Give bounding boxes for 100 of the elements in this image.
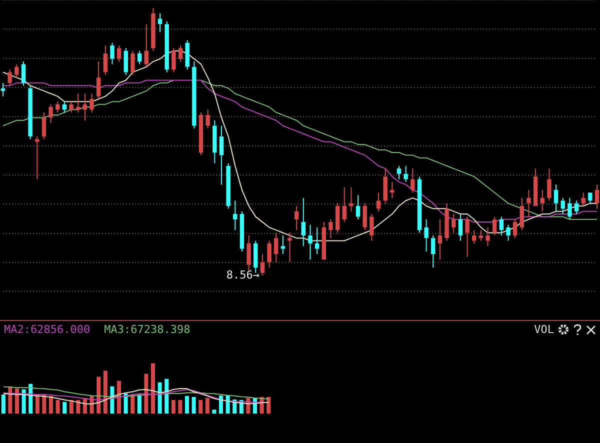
candlestick bbox=[192, 61, 196, 129]
text: MA3:67238.398 bbox=[104, 323, 190, 336]
candlestick bbox=[512, 218, 518, 239]
candlestick bbox=[383, 168, 388, 204]
bar bbox=[76, 400, 80, 414]
bar bbox=[192, 396, 196, 414]
bar bbox=[185, 396, 189, 414]
candlestick bbox=[328, 218, 333, 239]
candlestick bbox=[499, 216, 504, 236]
bar bbox=[178, 400, 182, 414]
candlestick bbox=[137, 50, 142, 65]
annotation: 8.56→ bbox=[226, 268, 260, 282]
candlestick bbox=[233, 200, 238, 231]
bar bbox=[164, 378, 169, 414]
candlestick bbox=[547, 168, 552, 202]
candlestick bbox=[417, 176, 422, 234]
bar bbox=[69, 400, 74, 414]
candlestick bbox=[444, 202, 449, 242]
bar bbox=[1, 394, 6, 414]
bar bbox=[171, 400, 176, 414]
candlestick bbox=[472, 230, 476, 244]
bar bbox=[151, 363, 155, 414]
candlestick bbox=[410, 168, 415, 194]
candlestick bbox=[588, 192, 592, 204]
bar bbox=[49, 396, 53, 414]
candlestick bbox=[540, 189, 544, 212]
bar bbox=[62, 402, 67, 414]
candlestick bbox=[526, 189, 531, 218]
bar bbox=[103, 370, 108, 414]
candlestick bbox=[560, 197, 565, 215]
bar bbox=[8, 386, 12, 414]
candlestick bbox=[8, 69, 12, 86]
candlestick bbox=[206, 109, 210, 129]
candlestick bbox=[301, 197, 306, 247]
candlestick bbox=[431, 234, 436, 268]
bar bbox=[137, 394, 142, 414]
candlestick bbox=[21, 61, 26, 86]
candlestick bbox=[240, 210, 244, 252]
candlestick bbox=[274, 232, 278, 263]
candlestick bbox=[396, 165, 402, 180]
bar bbox=[96, 376, 101, 414]
bar bbox=[42, 394, 46, 414]
candlestick bbox=[568, 197, 572, 220]
bar bbox=[28, 384, 33, 414]
bar bbox=[158, 382, 162, 414]
candlestick bbox=[390, 181, 394, 198]
candlestick bbox=[438, 218, 442, 260]
candlestick bbox=[124, 48, 128, 76]
candlestick bbox=[69, 101, 74, 113]
candlestick bbox=[574, 200, 579, 215]
candlestick bbox=[322, 222, 326, 260]
candlestick bbox=[335, 202, 340, 234]
candlestick bbox=[130, 50, 135, 76]
candlestick bbox=[404, 165, 408, 182]
bar bbox=[22, 389, 26, 414]
text: MA2:62856.000 bbox=[4, 323, 90, 336]
bar bbox=[226, 395, 230, 414]
bar bbox=[35, 394, 40, 414]
candlestick bbox=[246, 234, 251, 271]
candlestick bbox=[185, 40, 190, 70]
candlestick bbox=[342, 186, 346, 223]
candlestick bbox=[554, 184, 558, 212]
candlestick bbox=[288, 232, 292, 263]
candlestick bbox=[308, 224, 312, 260]
candlestick bbox=[226, 162, 230, 210]
candlestick bbox=[280, 234, 286, 255]
candlestick bbox=[14, 64, 19, 78]
bar bbox=[198, 400, 203, 414]
candlestick bbox=[267, 240, 272, 268]
candlestick bbox=[219, 125, 224, 186]
bar bbox=[219, 395, 223, 414]
bar bbox=[117, 380, 121, 414]
bar bbox=[130, 394, 135, 414]
bar bbox=[266, 396, 271, 414]
bar bbox=[212, 410, 216, 414]
candlestick bbox=[349, 186, 354, 212]
candlestick bbox=[294, 205, 299, 231]
candlestick bbox=[90, 93, 94, 113]
candlestick bbox=[144, 24, 148, 68]
candlestick bbox=[48, 104, 53, 124]
candlestick bbox=[492, 216, 497, 236]
candlestick bbox=[35, 136, 40, 180]
candlestick bbox=[533, 168, 538, 206]
candlestick bbox=[520, 197, 524, 231]
bar bbox=[124, 393, 128, 414]
candlestick bbox=[212, 120, 217, 164]
candlestick bbox=[370, 214, 374, 242]
bar bbox=[15, 388, 19, 414]
candlestick bbox=[110, 42, 114, 65]
text: VOL bbox=[534, 323, 554, 336]
candlestick bbox=[506, 224, 510, 242]
candlestick bbox=[314, 226, 320, 255]
candlestick bbox=[103, 44, 108, 76]
candlestick bbox=[362, 202, 367, 231]
candlestick bbox=[260, 254, 265, 276]
candlestick bbox=[465, 216, 470, 258]
candlestick bbox=[356, 194, 360, 220]
candlestick bbox=[594, 184, 600, 210]
candlestick bbox=[376, 192, 381, 212]
candlestick bbox=[581, 192, 586, 206]
